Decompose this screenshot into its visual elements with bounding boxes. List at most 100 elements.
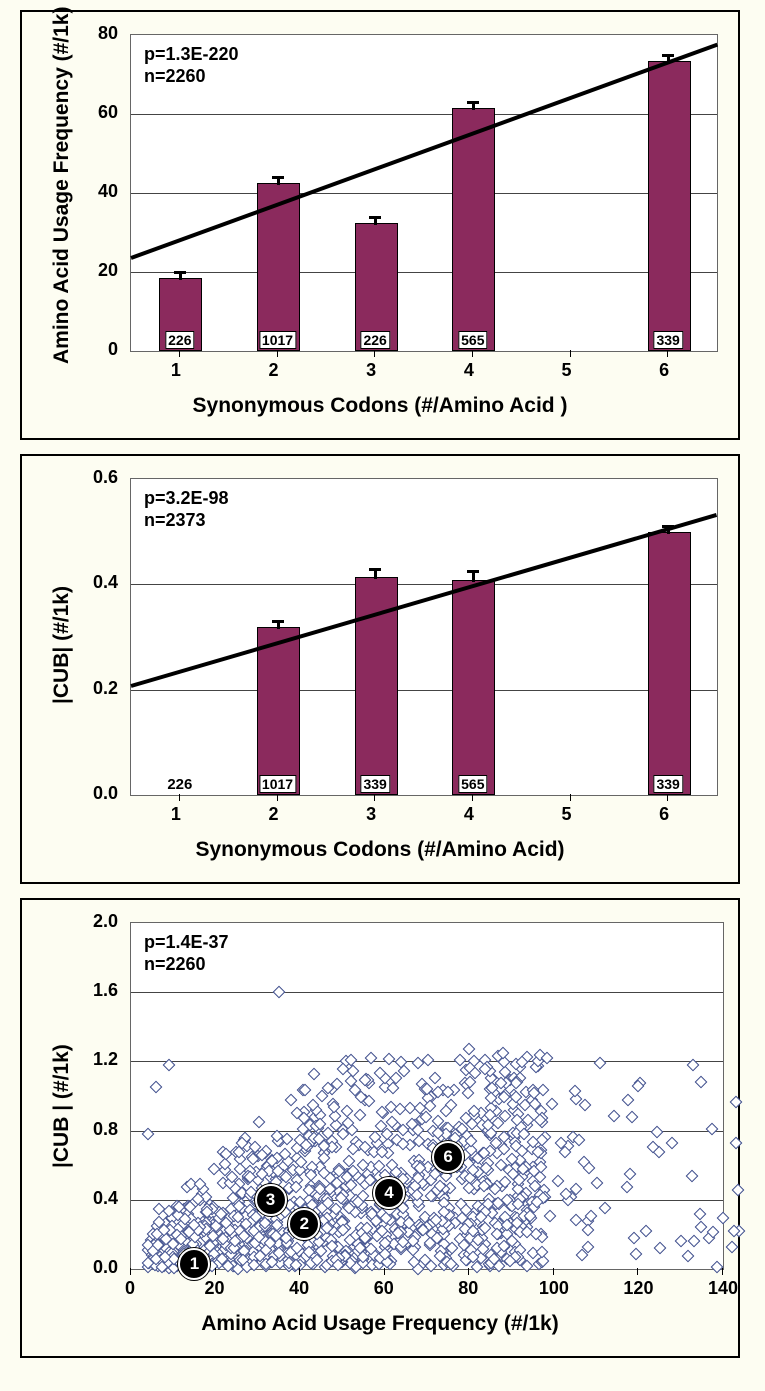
stat-p: p=1.4E-37	[144, 932, 229, 953]
scatter-point	[666, 1136, 679, 1149]
bar-count-label: 226	[360, 331, 389, 349]
y-tick-label: 20	[98, 260, 118, 281]
scatter-point	[624, 1167, 637, 1180]
y-tick-label: 0	[108, 339, 118, 360]
x-tick	[179, 350, 180, 357]
scatter-point	[579, 1099, 592, 1112]
scatter-point	[626, 1110, 639, 1123]
y-tick-label: 0.4	[93, 572, 118, 593]
bar	[452, 108, 495, 351]
scatter-point	[620, 1180, 633, 1193]
scatter-point	[594, 1057, 607, 1070]
scatter-point	[730, 1095, 743, 1108]
scatter-point	[253, 1116, 266, 1129]
chart-panel-3: 123460.00.40.81.21.62.0|CUB | (#/1k)Amin…	[20, 898, 740, 1358]
y-tick-label: 60	[98, 102, 118, 123]
bar-count-label: 226	[165, 331, 194, 349]
y-axis-title: Amino Acid Usage Frequency (#/1k)	[50, 6, 74, 363]
bar-count-label: 339	[360, 775, 389, 793]
y-tick-label: 40	[98, 181, 118, 202]
scatter-point	[630, 1248, 643, 1261]
scatter-point	[340, 1104, 353, 1117]
y-tick-label: 0.0	[93, 783, 118, 804]
bar-count-label: 226	[165, 777, 194, 793]
scatter-point	[591, 1177, 604, 1190]
x-tick-label: 1	[171, 360, 181, 381]
y-tick-label: 0.8	[93, 1119, 118, 1140]
x-tick	[384, 1268, 385, 1275]
stat-p: p=1.3E-220	[144, 44, 239, 65]
scatter-point	[273, 986, 286, 999]
scatter-point	[674, 1235, 687, 1248]
scatter-point	[688, 1235, 701, 1248]
scatter-point	[142, 1128, 155, 1141]
error-cap	[272, 620, 284, 623]
bar-count-label: 339	[653, 775, 682, 793]
scatter-point	[425, 1260, 438, 1273]
scatter-point	[429, 1072, 442, 1085]
x-tick-label: 3	[366, 360, 376, 381]
scatter-point	[163, 1058, 176, 1071]
group-marker: 6	[432, 1141, 464, 1173]
bar	[452, 580, 495, 795]
x-tick	[277, 350, 278, 357]
bar	[648, 61, 691, 351]
x-tick	[667, 350, 668, 357]
gridline	[131, 690, 717, 691]
x-axis-title: Synonymous Codons (#/Amino Acid )	[22, 394, 738, 418]
x-tick	[299, 1268, 300, 1275]
x-axis-title: Amino Acid Usage Frequency (#/1k)	[22, 1312, 738, 1336]
y-tick-label: 0.4	[93, 1188, 118, 1209]
x-tick	[215, 1268, 216, 1275]
scatter-point	[650, 1126, 663, 1139]
scatter-point	[726, 1241, 739, 1254]
x-tick-label: 4	[464, 360, 474, 381]
error-cap	[467, 570, 479, 573]
scatter-point	[582, 1223, 595, 1236]
group-marker: 4	[373, 1177, 405, 1209]
error-cap	[662, 54, 674, 57]
gridline	[131, 114, 717, 115]
error-cap	[272, 176, 284, 179]
gridline	[131, 992, 723, 993]
chart-panel-2: 22610173395653390.00.20.40.6|CUB| (#/1k)…	[20, 454, 740, 884]
plot-area: 2261017226565339	[130, 34, 718, 352]
x-tick	[570, 794, 571, 801]
x-tick	[374, 350, 375, 357]
x-tick	[472, 350, 473, 357]
x-tick-label: 3	[366, 804, 376, 825]
scatter-point	[544, 1209, 557, 1222]
scatter-point	[152, 1203, 165, 1216]
y-axis-title: |CUB | (#/1k)	[50, 1044, 74, 1168]
group-marker: 1	[178, 1248, 210, 1280]
x-tick-label: 20	[201, 1278, 229, 1299]
y-tick-label: 0.2	[93, 678, 118, 699]
scatter-point	[308, 1068, 321, 1081]
x-tick-label: 2	[269, 804, 279, 825]
x-tick	[277, 794, 278, 801]
gridline	[131, 272, 717, 273]
x-tick-label: 5	[562, 360, 572, 381]
scatter-point	[622, 1094, 635, 1107]
x-tick	[130, 1268, 131, 1275]
y-tick-label: 80	[98, 23, 118, 44]
x-tick-label: 100	[539, 1278, 567, 1299]
bar-count-label: 339	[653, 331, 682, 349]
scatter-point	[598, 1202, 611, 1215]
trend-line	[130, 43, 717, 260]
plot-area: 2261017339565339	[130, 478, 718, 796]
x-tick	[179, 794, 180, 801]
x-tick	[637, 1268, 638, 1275]
group-marker: 2	[288, 1208, 320, 1240]
x-tick	[472, 794, 473, 801]
scatter-point	[552, 1175, 565, 1188]
x-tick	[468, 1268, 469, 1275]
x-tick-label: 2	[269, 360, 279, 381]
x-tick-label: 80	[454, 1278, 482, 1299]
x-tick	[667, 794, 668, 801]
x-tick-label: 0	[116, 1278, 144, 1299]
bar-count-label: 1017	[259, 331, 296, 349]
scatter-point	[729, 1136, 742, 1149]
scatter-point	[382, 1052, 395, 1065]
error-cap	[369, 568, 381, 571]
